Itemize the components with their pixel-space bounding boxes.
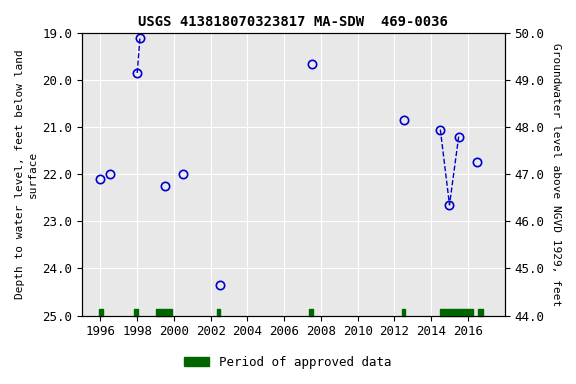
Bar <box>401 310 406 316</box>
Bar <box>309 310 313 316</box>
Legend: Period of approved data: Period of approved data <box>179 351 397 374</box>
Bar <box>440 310 473 316</box>
Bar <box>478 310 483 316</box>
Y-axis label: Depth to water level, feet below land
surface: Depth to water level, feet below land su… <box>15 50 38 299</box>
Y-axis label: Groundwater level above NGVD 1929, feet: Groundwater level above NGVD 1929, feet <box>551 43 561 306</box>
Bar <box>134 310 138 316</box>
Title: USGS 413818070323817 MA-SDW  469-0036: USGS 413818070323817 MA-SDW 469-0036 <box>138 15 448 29</box>
Bar <box>217 310 220 316</box>
Bar <box>98 310 103 316</box>
Bar <box>156 310 172 316</box>
